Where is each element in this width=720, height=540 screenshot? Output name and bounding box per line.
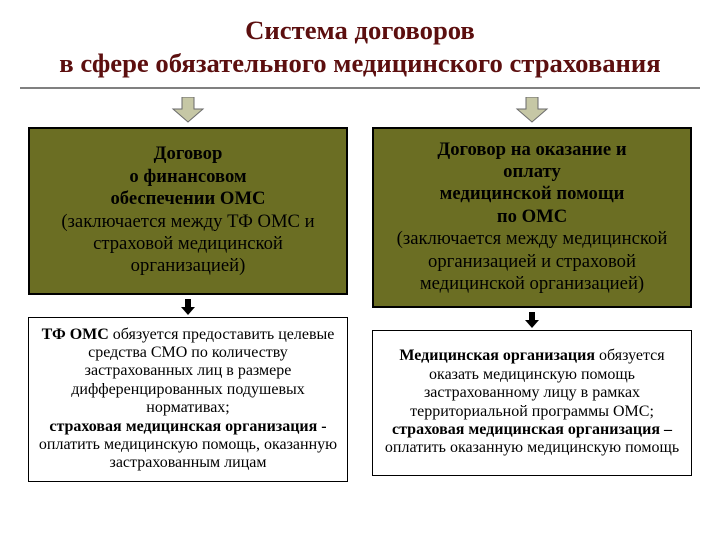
white-left-line1: ТФ ОМС обязуется предоставить целевые ср… xyxy=(37,326,339,418)
arrow-down-icon xyxy=(515,97,549,123)
arrow-large-shape xyxy=(173,97,203,122)
olive-left-b2: о финансовом xyxy=(40,166,336,188)
page-title: Система договоров в сфере обязательного … xyxy=(20,14,700,81)
olive-box-right: Договор на оказание и оплату медицинской… xyxy=(372,127,692,308)
white-box-left: ТФ ОМС обязуется предоставить целевые ср… xyxy=(28,317,348,482)
olive-box-left: Договор о финансовом обеспечении ОМС (за… xyxy=(28,127,348,295)
white-right-line1: Медицинская организация обязуется оказат… xyxy=(381,347,683,421)
white-left-l1a: ТФ ОМС xyxy=(42,326,113,343)
column-right: Договор на оказание и оплату медицинской… xyxy=(372,95,692,482)
arrow-small-shape xyxy=(181,299,195,315)
slide-root: Система договоров в сфере обязательного … xyxy=(0,14,720,540)
olive-right-b4: по ОМС xyxy=(384,206,680,228)
white-box-right: Медицинская организация обязуется оказат… xyxy=(372,330,692,476)
title-line2: в сфере обязательного медицинского страх… xyxy=(59,48,660,78)
olive-right-rest: (заключается между медицинской организац… xyxy=(384,228,680,295)
column-left: Договор о финансовом обеспечении ОМС (за… xyxy=(28,95,348,482)
white-left-l2b: оплатить медицинскую помощь, оказанную з… xyxy=(37,436,339,473)
olive-right-b2: оплату xyxy=(384,161,680,183)
white-left-l2a: страховая медицинская организация - xyxy=(37,418,339,436)
white-right-l1a: Медицинская организация xyxy=(399,347,595,364)
arrow-large-shape xyxy=(517,97,547,122)
title-line1: Система договоров xyxy=(245,15,475,45)
white-right-line2: страховая медицинская организация – опла… xyxy=(381,421,683,458)
small-arrow-icon xyxy=(181,299,195,315)
title-rule xyxy=(20,87,700,89)
white-right-l2b: оплатить оказанную медицинскую помощь xyxy=(385,439,679,456)
arrow-down-icon xyxy=(171,97,205,123)
white-right-l2a: страховая медицинская организация – xyxy=(392,421,672,438)
olive-right-b3: медицинской помощи xyxy=(384,183,680,205)
arrow-small-shape xyxy=(525,312,539,328)
columns: Договор о финансовом обеспечении ОМС (за… xyxy=(0,95,720,482)
small-arrow-icon xyxy=(525,312,539,328)
olive-left-rest: (заключается между ТФ ОМС и страховой ме… xyxy=(40,211,336,278)
olive-left-b3: обеспечении ОМС xyxy=(40,188,336,210)
olive-right-b1: Договор на оказание и xyxy=(384,139,680,161)
olive-left-b1: Договор xyxy=(40,143,336,165)
